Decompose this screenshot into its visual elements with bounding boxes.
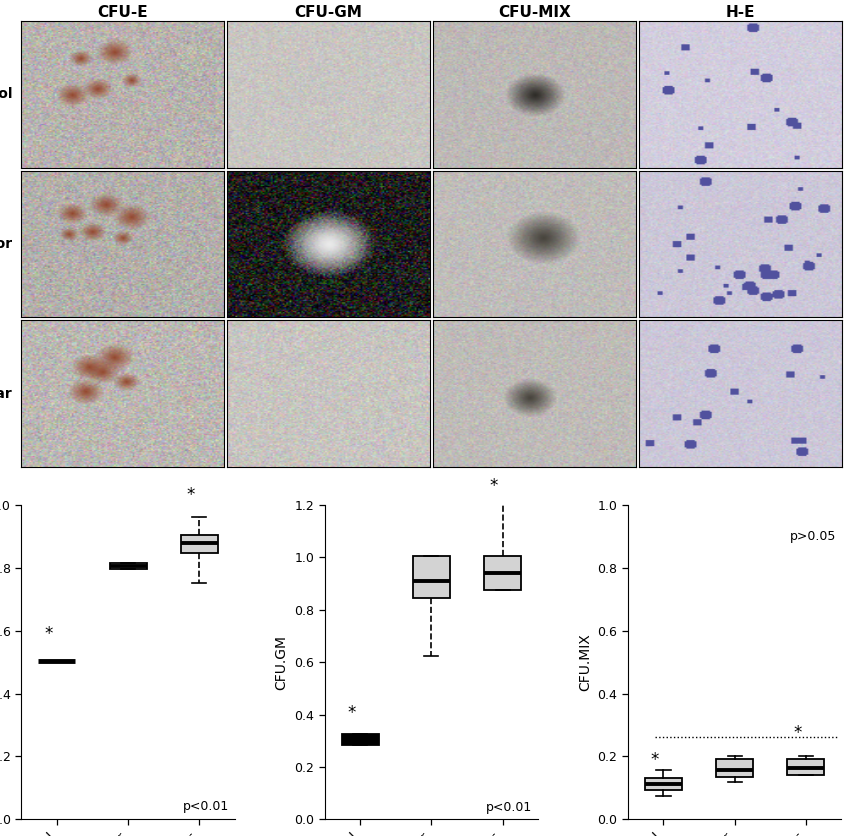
- Bar: [484, 556, 521, 590]
- Text: p>0.05: p>0.05: [790, 530, 836, 543]
- Text: *: *: [793, 724, 802, 742]
- Bar: [787, 759, 824, 775]
- Text: p<0.01: p<0.01: [486, 801, 532, 814]
- Text: *: *: [348, 705, 356, 722]
- Y-axis label: Innovator: Innovator: [0, 237, 13, 251]
- Text: *: *: [490, 477, 498, 495]
- Title: H-E: H-E: [726, 5, 755, 20]
- Bar: [110, 563, 146, 568]
- Bar: [181, 535, 218, 553]
- Bar: [342, 734, 379, 746]
- Bar: [645, 778, 682, 790]
- Y-axis label: CFU.MIX: CFU.MIX: [578, 634, 592, 691]
- Text: *: *: [651, 751, 659, 769]
- Text: *: *: [44, 625, 53, 644]
- Title: CFU-MIX: CFU-MIX: [498, 5, 570, 20]
- Text: *: *: [186, 486, 195, 503]
- Bar: [717, 759, 753, 777]
- Y-axis label: Biosimilar: Biosimilar: [0, 386, 13, 400]
- Y-axis label: CFU.GM: CFU.GM: [275, 635, 289, 690]
- Title: CFU-GM: CFU-GM: [294, 5, 362, 20]
- Y-axis label: Control: Control: [0, 88, 13, 101]
- Text: p<0.01: p<0.01: [183, 800, 230, 813]
- Title: CFU-E: CFU-E: [97, 5, 148, 20]
- Bar: [413, 556, 450, 598]
